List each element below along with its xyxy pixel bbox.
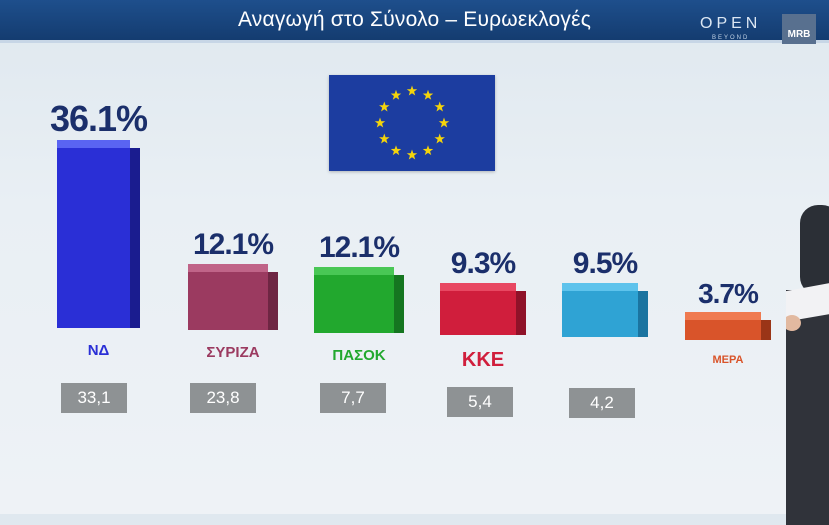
bar xyxy=(314,267,404,333)
bar xyxy=(188,264,278,330)
eu-star xyxy=(406,85,418,96)
eu-flag xyxy=(329,75,495,171)
eu-star xyxy=(434,133,445,144)
value-label: 9.3% xyxy=(450,247,516,280)
previous-result-box: 7,7 xyxy=(320,383,386,413)
bar-side xyxy=(130,148,140,328)
bar xyxy=(685,312,771,340)
bar-side xyxy=(638,291,648,337)
bar-top xyxy=(314,267,394,275)
previous-result-box: 33,1 xyxy=(61,383,127,413)
eu-star xyxy=(434,101,445,112)
eu-flag-stars xyxy=(374,85,450,160)
eu-star xyxy=(390,145,402,156)
party-logo: ΠΑΣΟΚ xyxy=(332,347,386,364)
party-logo: ΣΥΡΙΖΑ xyxy=(206,344,260,361)
eu-star xyxy=(406,149,418,160)
party-logo: ΚΚΕ xyxy=(461,349,505,371)
eu-star xyxy=(379,101,390,112)
party-logo xyxy=(552,351,658,381)
bar-side xyxy=(268,272,278,330)
bar-top xyxy=(562,283,638,291)
bar-side xyxy=(761,320,771,340)
chart-title: Αναγωγή στο Σύνολο – Ευρωεκλογές xyxy=(237,8,592,31)
bar-side xyxy=(394,275,404,333)
eu-star xyxy=(379,133,390,144)
value-label: 12.1% xyxy=(318,231,400,264)
bar xyxy=(57,140,140,328)
previous-result-box: 5,4 xyxy=(447,387,513,417)
eu-star xyxy=(422,145,434,156)
bar xyxy=(562,283,648,337)
previous-result-box: 23,8 xyxy=(190,383,256,413)
value-label: 9.5% xyxy=(572,247,638,280)
presenter-figure xyxy=(786,205,829,525)
party-logo: ΜΕΡΑ xyxy=(712,354,744,366)
pollster-logo: MRB xyxy=(782,14,816,44)
header-banner: Αναγωγή στο Σύνολο – Ευρωεκλογές OPEN BE… xyxy=(0,0,829,44)
channel-logo: OPEN xyxy=(700,15,762,32)
value-label: 36.1% xyxy=(49,98,148,139)
channel-logo-sub: BEYOND xyxy=(712,35,750,41)
value-label: 12.1% xyxy=(192,228,274,261)
eu-star xyxy=(390,89,402,100)
bar-top xyxy=(188,264,268,272)
bar-top xyxy=(685,312,761,320)
bar-side xyxy=(516,291,526,335)
eu-star xyxy=(422,89,434,100)
bar-top xyxy=(440,283,516,291)
bar-top xyxy=(57,140,130,148)
eu-star xyxy=(438,117,450,128)
bar xyxy=(440,283,526,335)
value-label: 3.7% xyxy=(698,278,759,309)
eu-star xyxy=(374,117,386,128)
party-logo: ΝΔ xyxy=(87,342,110,359)
previous-result-box: 4,2 xyxy=(569,388,635,418)
